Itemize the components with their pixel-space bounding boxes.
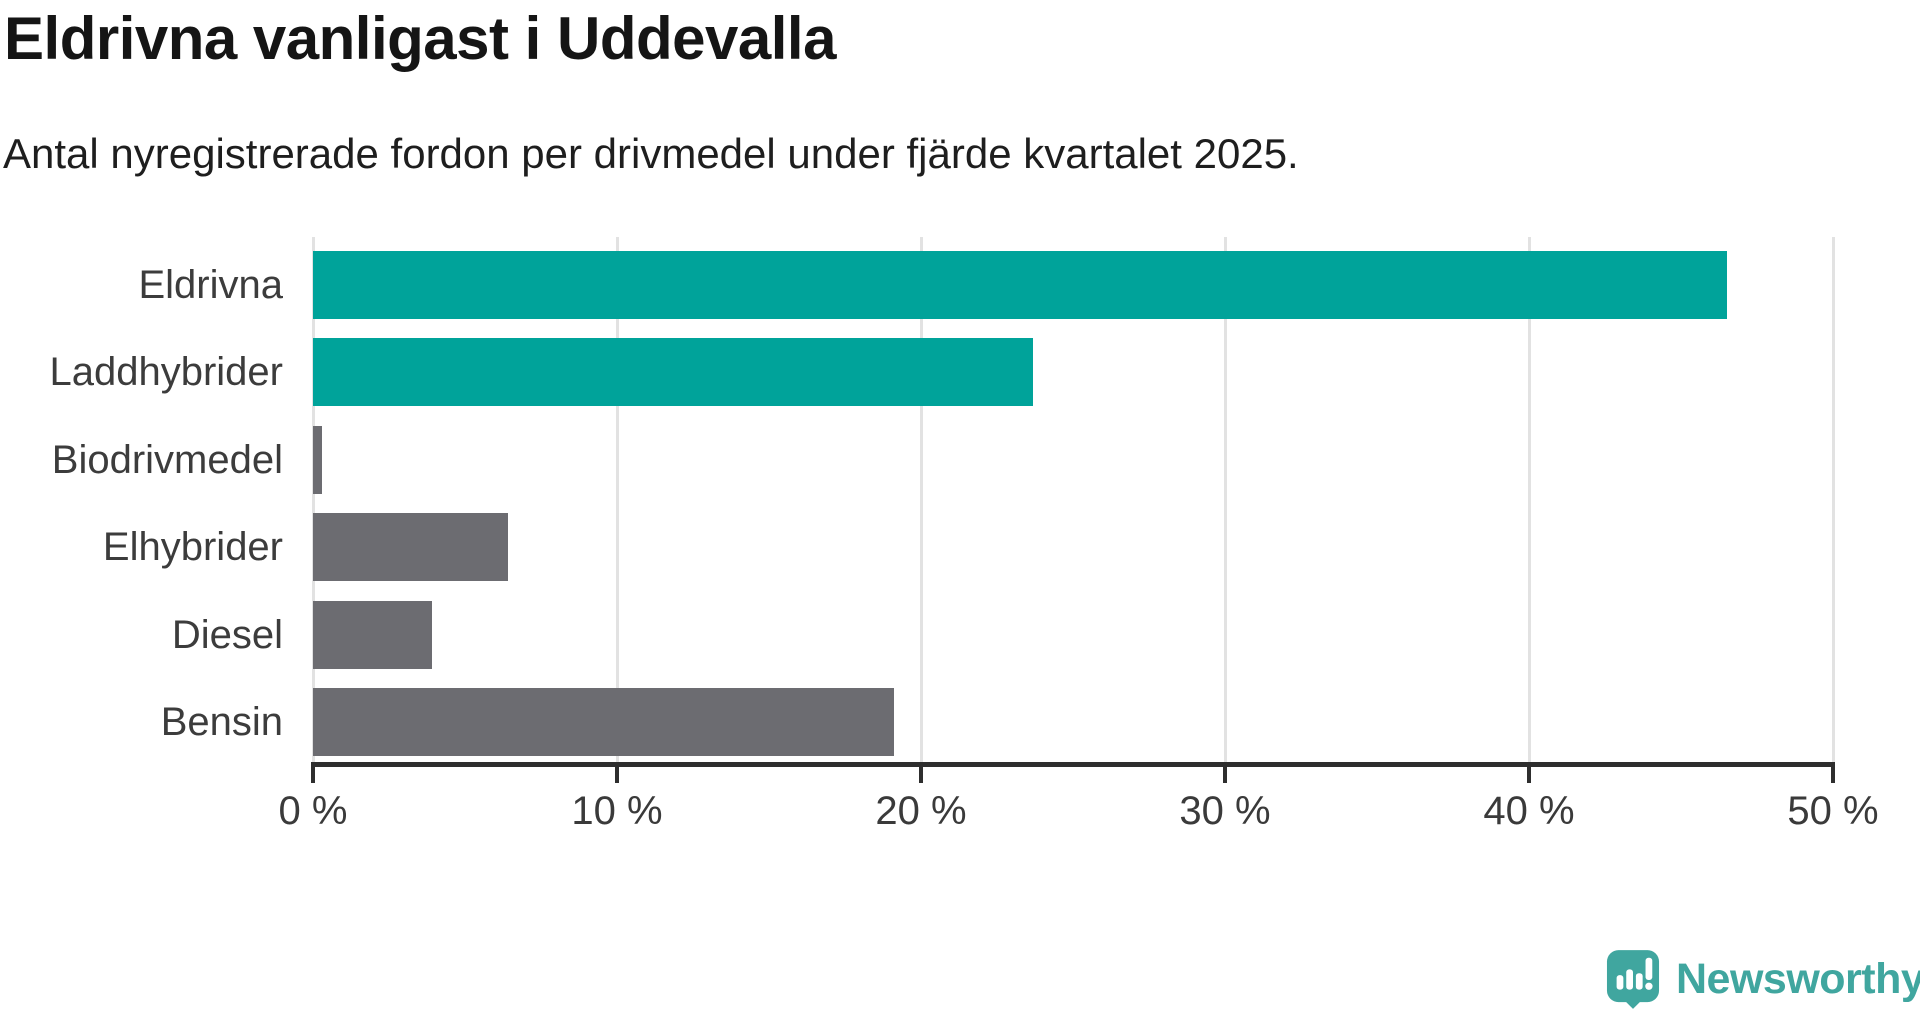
x-axis-tick [615,764,619,783]
bar-eldrivna [313,251,1727,319]
x-axis-line [311,762,1835,767]
x-axis-tick-label: 0 % [278,789,348,833]
gridline [616,237,619,762]
gridline [1528,237,1531,762]
x-axis-tick-label: 10 % [571,789,663,833]
bar-biodrivmedel [313,426,323,494]
newsworthy-logo-icon [1606,950,1660,1009]
brand-footer: Newsworthy [1606,948,1920,1010]
gridline [1224,237,1227,762]
chart-title: Eldrivna vanligast i Uddevalla [4,5,836,72]
category-label: Biodrivmedel [51,438,283,482]
category-label: Eldrivna [138,263,283,307]
bar-elhybrider [313,513,508,581]
category-label: Bensin [160,700,283,744]
plot-area: 0 % 10 % 20 % 30 % 40 % 50 % [279,237,1879,833]
x-axis-tick [1223,764,1227,783]
category-labels: Eldrivna Laddhybrider Biodrivmedel Elhybrid… [0,237,284,762]
x-axis-tick-label: 50 % [1787,789,1879,833]
gridline [920,237,923,762]
x-axis-tick [311,764,315,783]
x-axis-tick [1831,764,1835,783]
gridline [1832,237,1835,762]
x-axis-tick-label: 40 % [1483,789,1575,833]
x-axis-tick [1527,764,1531,783]
brand-name: Newsworthy [1676,955,1920,1003]
chart-subtitle: Antal nyregistrerade fordon per drivmede… [3,130,1299,177]
bar-bensin [313,688,894,756]
bar-laddhybrider [313,338,1034,406]
category-label: Laddhybrider [49,350,284,394]
gridline [312,237,315,762]
category-label: Elhybrider [102,525,283,569]
category-label: Diesel [171,613,283,657]
bar-diesel [313,601,432,669]
x-axis-tick-label: 20 % [875,789,967,833]
x-axis-tick-label: 30 % [1179,789,1271,833]
x-axis-tick [919,764,923,783]
